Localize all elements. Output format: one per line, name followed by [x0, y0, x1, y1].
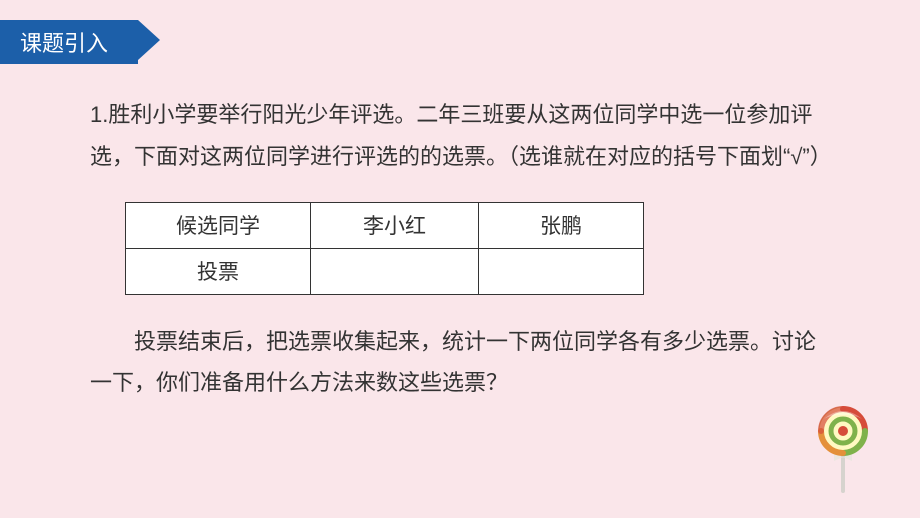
table-header-label: 候选同学 [126, 202, 311, 248]
lollipop-icon [808, 403, 878, 498]
section-header: 课题引入 [0, 20, 138, 64]
table-header-candidate-2: 张鹏 [479, 202, 644, 248]
table-cell-vote-2[interactable] [479, 248, 644, 294]
section-header-title: 课题引入 [20, 26, 108, 58]
table-cell-vote-label: 投票 [126, 248, 311, 294]
paragraph-1: 1.胜利小学要举行阳光少年评选。二年三班要从这两位同学中选一位参加评选，下面对这… [90, 94, 830, 178]
vote-table: 候选同学 李小红 张鹏 投票 [125, 202, 644, 295]
table-cell-vote-1[interactable] [311, 248, 479, 294]
content-area: 1.胜利小学要举行阳光少年评选。二年三班要从这两位同学中选一位参加评选，下面对这… [0, 64, 920, 404]
table-header-candidate-1: 李小红 [311, 202, 479, 248]
table-row: 投票 [126, 248, 644, 294]
paragraph-2: 投票结束后，把选票收集起来，统计一下两位同学各有多少选票。讨论一下，你们准备用什… [90, 321, 830, 405]
table-row: 候选同学 李小红 张鹏 [126, 202, 644, 248]
vote-table-wrap: 候选同学 李小红 张鹏 投票 [125, 202, 830, 295]
